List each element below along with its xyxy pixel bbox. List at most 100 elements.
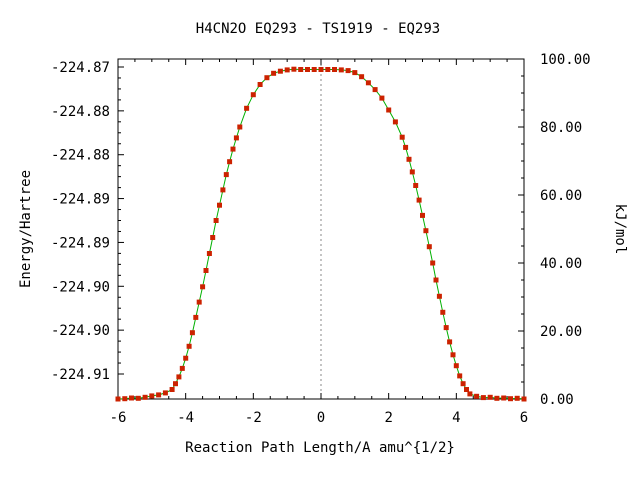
y-left-tick-label: -224.90: [51, 279, 110, 295]
chart-title: H4CN2O EQ293 - TS1919 - EQ293: [196, 21, 440, 37]
data-point: [115, 396, 121, 402]
data-point: [409, 169, 415, 175]
data-point: [277, 68, 283, 74]
data-point: [122, 396, 128, 402]
x-tick-label: 6: [520, 410, 528, 426]
x-axis-ticks: -6 -4 -2 0 2 4 6: [110, 59, 528, 426]
data-point: [203, 268, 209, 273]
x-tick-label: 2: [384, 410, 392, 426]
data-point: [423, 228, 429, 234]
data-point: [223, 172, 229, 178]
y-left-tick-label: -224.89: [51, 235, 110, 251]
y-left-tick-label: -224.90: [51, 323, 110, 339]
data-point: [305, 67, 310, 72]
data-point: [206, 251, 212, 256]
data-point: [433, 277, 439, 283]
data-point: [392, 119, 398, 125]
data-point: [420, 212, 425, 218]
y-right-tick-label: 20.00: [540, 324, 582, 340]
data-point: [480, 395, 486, 401]
data-point: [521, 396, 527, 402]
data-point: [386, 107, 392, 113]
x-tick-label: 0: [317, 410, 325, 426]
y-right-tick-label: 40.00: [540, 256, 582, 272]
y-left-tick-label: -224.88: [51, 148, 110, 164]
data-point: [200, 284, 206, 290]
y-right-axis-ticks: 0.00 20.00 40.00 60.00 80.00 100.00: [518, 52, 591, 408]
x-axis-label: Reaction Path Length/A amu^{1/2}: [185, 440, 455, 456]
data-point: [318, 67, 324, 72]
data-point: [250, 92, 256, 98]
y-left-tick-label: -224.87: [51, 60, 110, 76]
y2-axis-label: kJ/mol: [612, 204, 628, 255]
data-point: [129, 395, 134, 401]
data-point: [467, 391, 473, 397]
data-point: [464, 387, 469, 392]
data-point: [345, 68, 351, 74]
data-point: [193, 314, 199, 320]
data-point: [379, 95, 385, 101]
data-point: [416, 197, 422, 203]
data-point: [230, 146, 236, 152]
data-point: [156, 392, 162, 398]
data-point: [372, 87, 378, 93]
data-point: [443, 325, 449, 331]
data-point: [142, 394, 148, 400]
data-point: [325, 67, 331, 72]
data-point: [453, 363, 459, 369]
data-point: [264, 75, 270, 81]
data-point: [332, 67, 337, 72]
data-point: [352, 70, 358, 76]
data-point: [494, 395, 500, 401]
y-left-tick-label: -224.88: [51, 104, 110, 120]
y-axis-label: Energy/Hartree: [18, 170, 34, 288]
y-left-tick-label: -224.91: [51, 367, 110, 383]
y-right-tick-label: 0.00: [540, 392, 574, 408]
data-point: [237, 124, 243, 130]
data-point: [447, 339, 453, 345]
data-point: [257, 82, 263, 87]
data-point: [338, 67, 344, 73]
data-point: [244, 105, 250, 111]
data-point: [210, 235, 216, 240]
data-point: [227, 159, 233, 165]
data-point: [514, 395, 520, 401]
data-point: [311, 67, 317, 72]
data-point: [413, 183, 419, 188]
data-point: [501, 395, 507, 401]
data-point: [196, 299, 202, 305]
data-point: [183, 355, 189, 361]
data-point: [399, 134, 405, 140]
x-tick-label: -4: [177, 410, 194, 426]
data-point: [189, 330, 195, 336]
data-point: [440, 309, 446, 315]
data-point: [436, 293, 442, 299]
data-point: [135, 395, 141, 401]
data-point: [284, 67, 290, 73]
data-point: [406, 156, 412, 162]
data-point: [365, 80, 371, 86]
y-left-axis-ticks: -224.87 -224.88 -224.88 -224.89 -224.89 -224.…: [51, 60, 124, 383]
data-point: [149, 393, 155, 399]
data-point: [176, 374, 182, 380]
data-point: [487, 394, 493, 400]
y-right-tick-label: 80.00: [540, 120, 582, 136]
data-point: [186, 343, 192, 349]
x-tick-label: -2: [245, 410, 262, 426]
data-point: [460, 381, 466, 387]
y-left-tick-label: -224.89: [51, 192, 110, 208]
data-point: [403, 144, 409, 150]
data-point: [474, 393, 480, 399]
x-tick-label: 4: [452, 410, 460, 426]
data-point: [233, 135, 239, 141]
y-right-tick-label: 100.00: [540, 52, 591, 68]
data-points: [115, 66, 527, 402]
data-point: [173, 381, 178, 387]
data-point: [162, 390, 168, 396]
data-point: [508, 396, 513, 402]
data-point: [179, 365, 185, 371]
data-point: [220, 187, 226, 193]
data-point: [359, 74, 365, 80]
data-point: [169, 387, 175, 392]
